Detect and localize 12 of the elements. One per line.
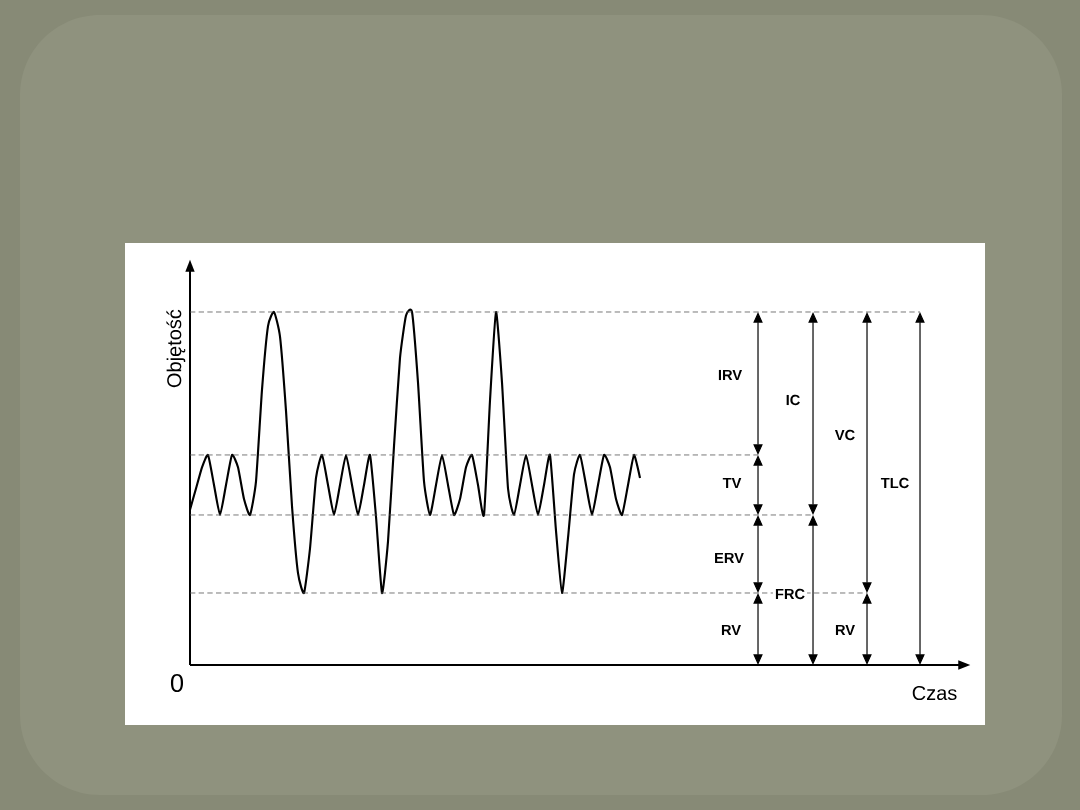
text: TV [722,477,742,489]
text: VC [834,429,855,441]
text: ERV [715,552,744,564]
text: Czas [912,685,957,701]
text: RV [835,624,855,636]
text: FRC [775,588,805,600]
text: RV [721,624,741,636]
y-axis-title: Objętość [166,309,186,388]
text: IC [786,394,800,406]
text: TLC [880,477,909,489]
text: 0 [170,674,184,692]
text: IRV [718,369,742,381]
